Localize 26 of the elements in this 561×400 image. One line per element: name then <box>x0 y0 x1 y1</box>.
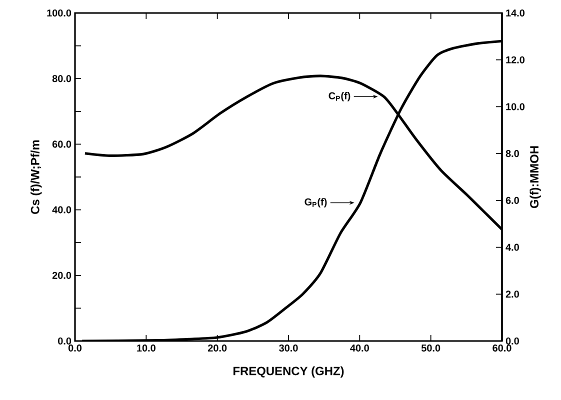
x-axis-title: FREQUENCY (GHZ) <box>234 366 344 378</box>
y2-tick-label: 6.0 <box>506 196 519 204</box>
y-tick-label: 80.0 <box>52 75 72 82</box>
x-tick-label: 40.0 <box>350 344 369 352</box>
y-tick-label: 0.0 <box>58 337 72 345</box>
y-tick-label: 40.0 <box>52 206 72 214</box>
y2-tick-label: 8.0 <box>506 150 519 158</box>
x-tick-label: 10.0 <box>137 344 156 352</box>
y2-tick-label: 4.0 <box>506 244 519 251</box>
y-tick-label: 100.0 <box>47 9 72 17</box>
y2-axis-title: G(f):MMOH <box>530 146 541 208</box>
y2-tick-label: 14.0 <box>506 9 525 17</box>
x-tick-label: 60.0 <box>492 344 512 352</box>
annotation: C$_{P}$(f) <box>328 92 350 102</box>
y-tick-label: 20.0 <box>52 272 72 279</box>
y-tick-label: 60.0 <box>52 140 72 148</box>
x-tick-label: 20.0 <box>208 344 227 352</box>
y-axis-title: Cs (f)/W;Pf/m <box>30 140 42 214</box>
x-tick-label: 50.0 <box>421 344 440 352</box>
y2-tick-label: 10.0 <box>506 103 525 110</box>
y2-tick-label: 12.0 <box>506 56 525 64</box>
y2-tick-label: 0.0 <box>506 337 519 345</box>
annotation: G$_{P}$(f) <box>304 198 327 208</box>
x-tick-label: 30.0 <box>279 344 298 352</box>
x-tick-label: 0.0 <box>68 344 82 352</box>
y2-tick-label: 2.0 <box>506 290 519 298</box>
